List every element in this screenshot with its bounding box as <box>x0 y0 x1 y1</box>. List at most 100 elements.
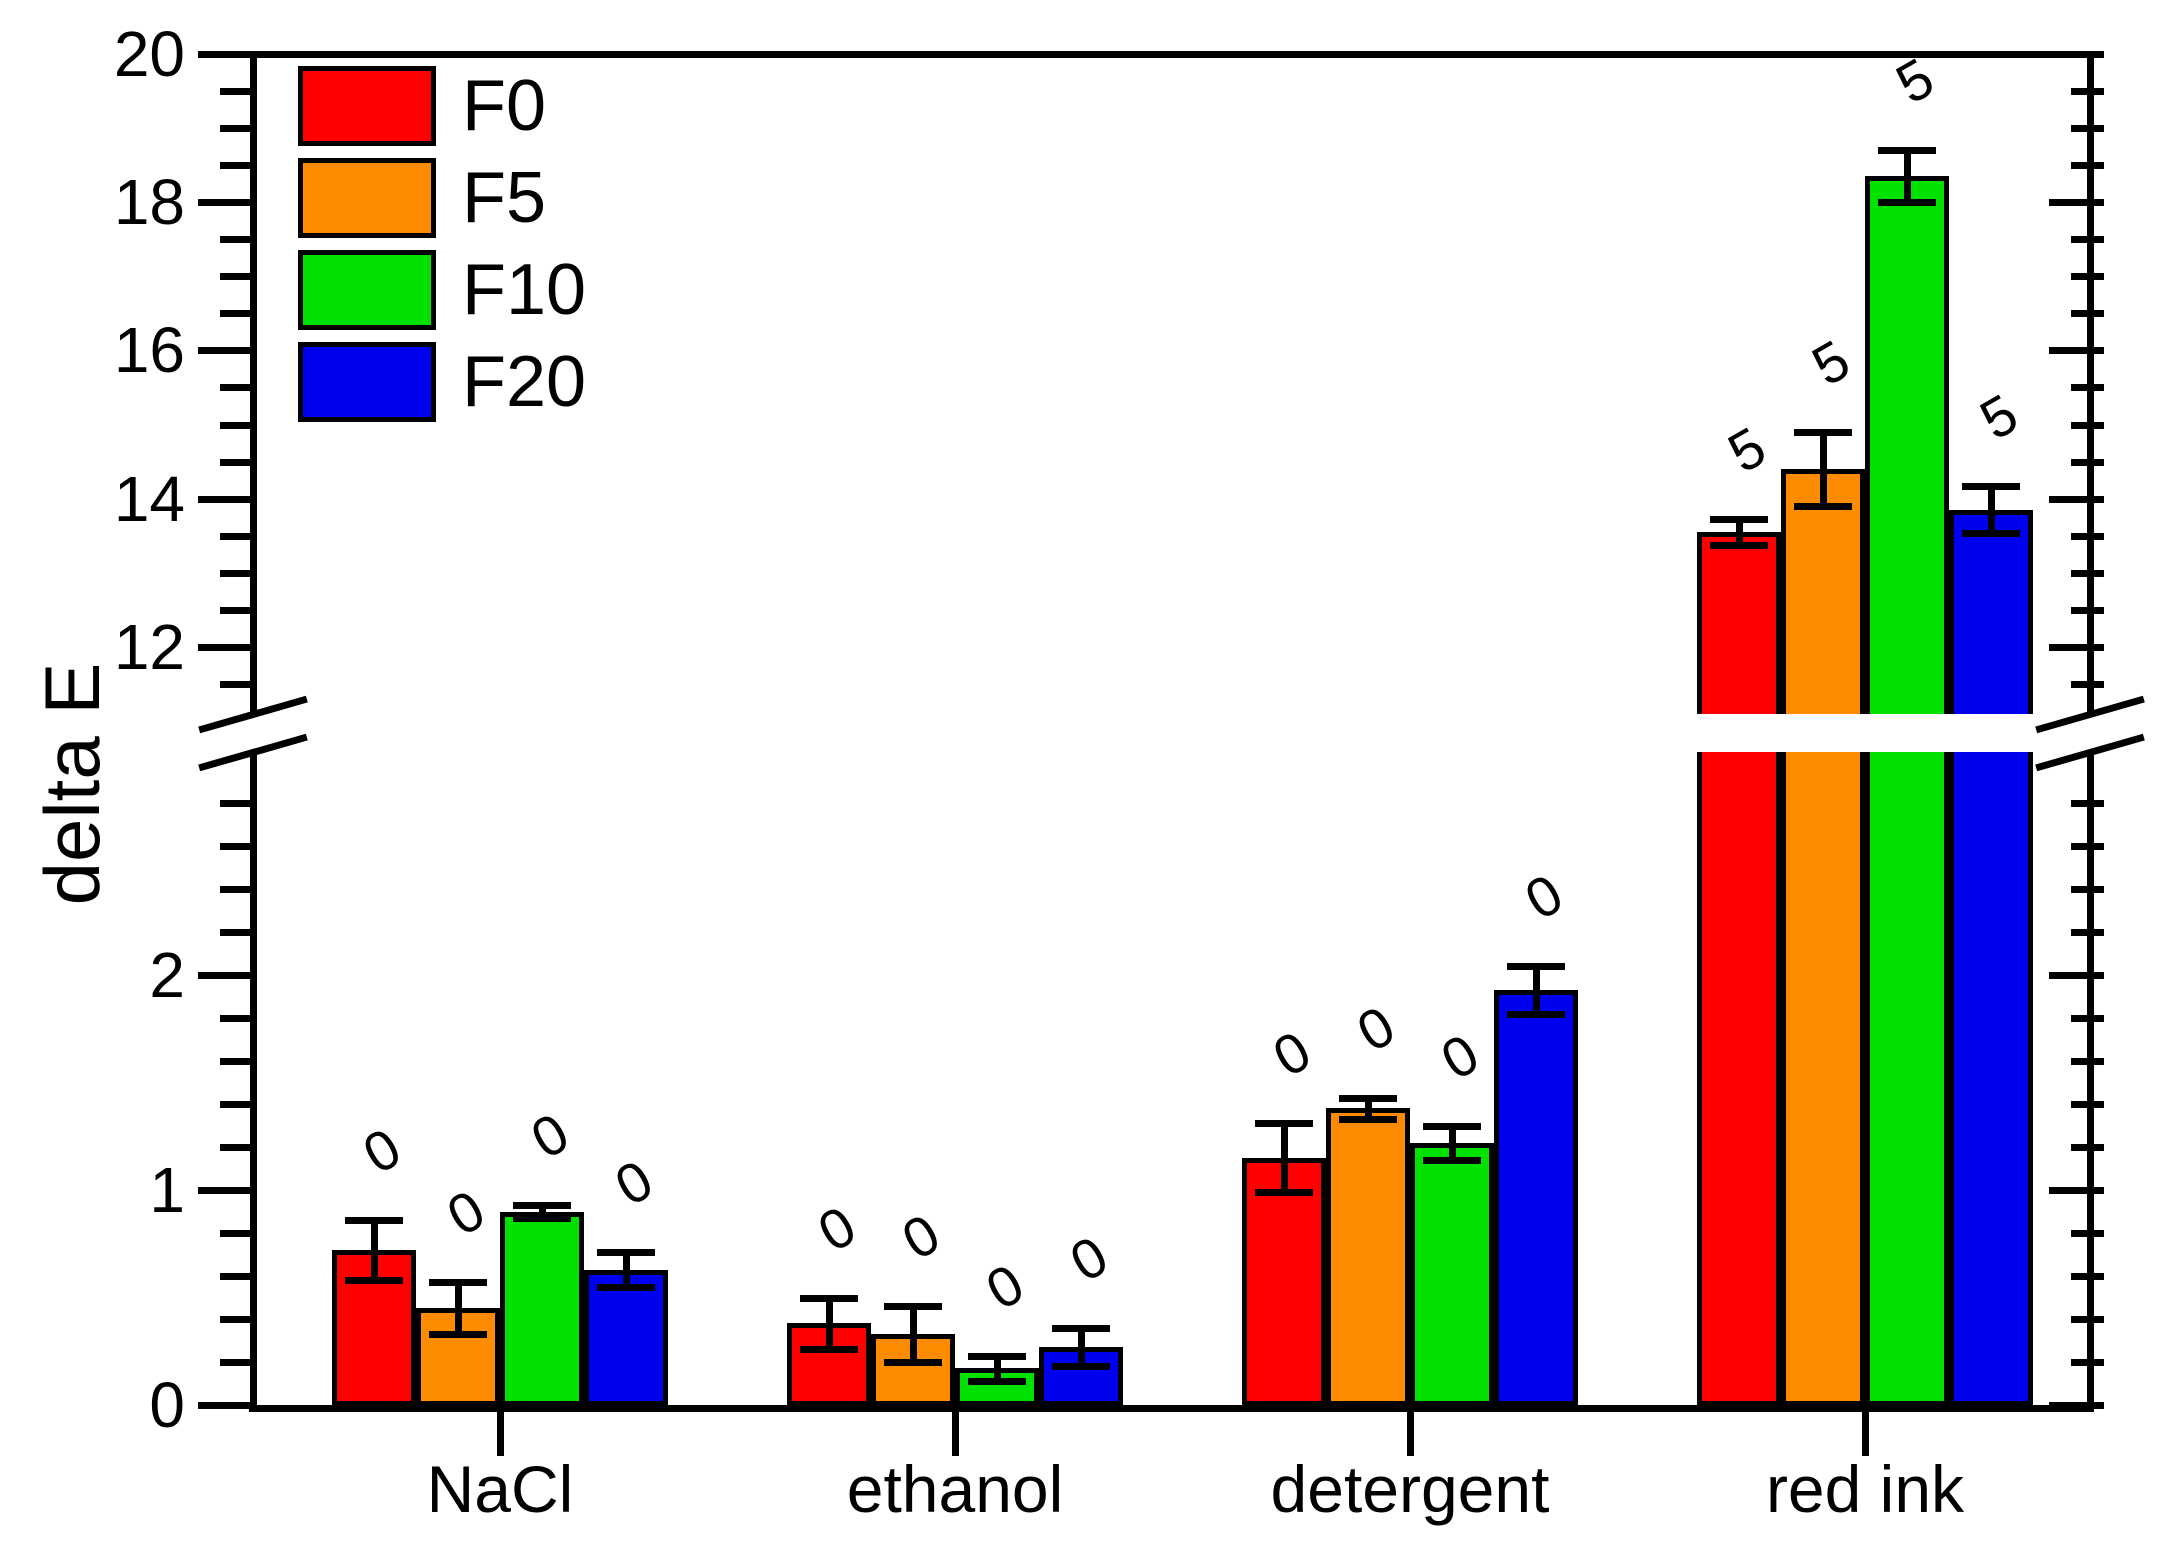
y-tick-major <box>2049 495 2104 503</box>
y-tick-minor <box>2071 384 2104 392</box>
legend-swatch-F5 <box>298 158 436 238</box>
error-bar-line <box>994 1355 1001 1382</box>
error-bar-cap-top <box>429 1279 487 1287</box>
y-tick-minor <box>2071 458 2104 466</box>
plot-frame-top <box>249 51 2094 58</box>
error-bar-cap-bottom <box>597 1283 655 1291</box>
y-tick-minor <box>2071 1273 2104 1280</box>
y-tick-minor <box>2071 125 2104 133</box>
error-bar-cap-bottom <box>1255 1189 1313 1197</box>
y-tick-label: 2 <box>149 939 185 1011</box>
bar-value-label: 0 <box>352 1115 411 1186</box>
error-bar-line <box>371 1220 378 1281</box>
y-tick-major <box>198 347 253 355</box>
error-bar-line <box>539 1205 546 1218</box>
y-tick-label: 12 <box>113 610 185 683</box>
error-bar-line <box>455 1282 462 1335</box>
y-tick-label: 16 <box>113 314 185 387</box>
y-tick-minor <box>2071 236 2104 244</box>
bar-value-label: 5 <box>1969 381 2028 452</box>
y-tick-major <box>198 495 253 503</box>
y-tick-major <box>2049 643 2104 651</box>
y-tick-minor <box>220 236 253 244</box>
error-bar-line <box>1533 966 1540 1014</box>
y-tick-major <box>2049 972 2104 979</box>
y-tick-minor <box>2071 1144 2104 1151</box>
error-bar-cap-top <box>1794 428 1852 436</box>
y-tick-label: 18 <box>113 166 185 239</box>
error-bar-line <box>1281 1123 1288 1193</box>
y-tick-minor <box>220 886 253 893</box>
bar-F0-red-ink <box>1697 531 1781 1406</box>
error-bar-cap-top <box>884 1303 942 1311</box>
bar-value-label: 0 <box>1430 1020 1489 1092</box>
x-category-tick <box>497 1408 504 1456</box>
error-bar-cap-bottom <box>1878 199 1936 207</box>
legend-label-F5: F5 <box>462 158 547 238</box>
y-tick-label: 1 <box>149 1154 185 1226</box>
error-bar-cap-top <box>1052 1324 1110 1332</box>
y-tick-major <box>198 972 253 979</box>
y-tick-minor <box>2071 273 2104 281</box>
x-category-tick <box>1407 1408 1414 1456</box>
error-bar-cap-bottom <box>1794 503 1852 510</box>
error-bar-cap-top <box>1339 1094 1397 1102</box>
error-bar-cap-bottom <box>1962 530 2020 538</box>
bar-value-label: 5 <box>1717 414 1776 485</box>
error-bar-cap-top <box>1255 1120 1313 1128</box>
x-category-label: detergent <box>1270 1452 1550 1526</box>
y-tick-minor <box>2071 680 2104 688</box>
y-tick-minor <box>2071 532 2104 540</box>
y-tick-minor <box>2071 1316 2104 1323</box>
legend-label-F20: F20 <box>462 342 587 422</box>
bar-F10-detergent <box>1410 1142 1494 1406</box>
y-tick-minor <box>2071 1058 2104 1065</box>
y-tick-minor <box>2071 929 2104 936</box>
error-bar-line <box>826 1297 833 1350</box>
error-bar-line <box>1449 1125 1456 1160</box>
y-tick-minor <box>2071 800 2104 807</box>
error-bar-cap-top <box>345 1217 403 1225</box>
y-tick-minor <box>220 421 253 429</box>
error-bar-cap-top <box>513 1202 571 1210</box>
x-category-tick <box>952 1408 959 1456</box>
error-bar-cap-bottom <box>1710 542 1768 550</box>
error-bar-line <box>1736 518 1743 546</box>
legend-label-F0: F0 <box>462 66 547 146</box>
y-tick-minor <box>220 843 253 850</box>
bar-F5-detergent <box>1326 1108 1410 1406</box>
y-tick-major <box>2049 347 2104 355</box>
y-tick-major <box>2049 1187 2104 1194</box>
y-tick-minor <box>2071 421 2104 429</box>
axis-break-gap <box>212 714 2140 752</box>
y-tick-minor <box>2071 1015 2104 1022</box>
y-tick-minor <box>220 680 253 688</box>
error-bar-cap-top <box>1710 515 1768 523</box>
y-tick-minor <box>2071 843 2104 850</box>
y-tick-minor <box>220 606 253 614</box>
bar-F20-detergent <box>1494 990 1578 1406</box>
plot-frame-bottom <box>249 1405 2094 1412</box>
bar-F20-red-ink <box>1949 509 2033 1406</box>
x-category-tick <box>1862 1408 1869 1456</box>
y-tick-minor <box>2071 606 2104 614</box>
y-tick-minor <box>220 1359 253 1366</box>
y-tick-major <box>198 199 253 207</box>
error-bar-cap-top <box>800 1294 858 1302</box>
error-bar-cap-bottom <box>884 1359 942 1366</box>
error-bar-cap-bottom <box>1507 1010 1565 1018</box>
bar-value-label: 0 <box>1346 993 1405 1064</box>
error-bar-line <box>1078 1327 1085 1367</box>
y-tick-minor <box>220 1316 253 1323</box>
y-tick-minor <box>220 125 253 133</box>
y-tick-major <box>198 51 253 58</box>
y-tick-minor <box>2071 886 2104 893</box>
error-bar-cap-bottom <box>1339 1116 1397 1124</box>
y-tick-major <box>2049 199 2104 207</box>
error-bar-line <box>1365 1097 1372 1120</box>
y-tick-label: 0 <box>149 1369 185 1441</box>
y-tick-minor <box>220 384 253 392</box>
error-bar-cap-bottom <box>1423 1156 1481 1164</box>
legend-label-F10: F10 <box>462 250 587 330</box>
